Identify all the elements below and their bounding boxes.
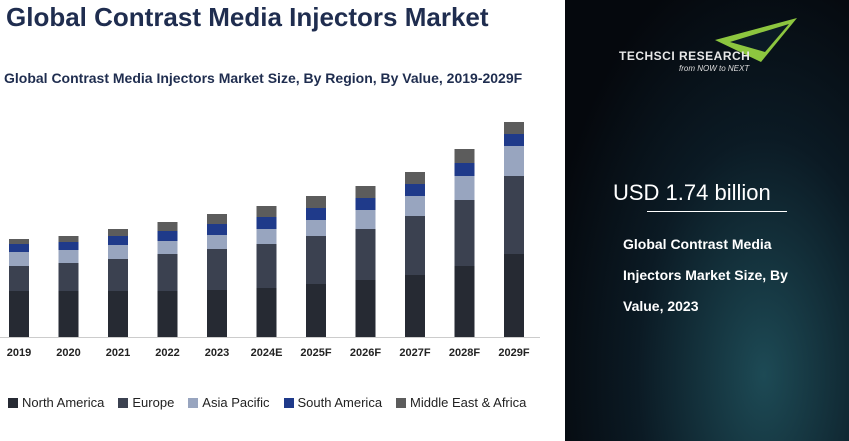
underline	[647, 211, 787, 212]
page-title: Global Contrast Media Injectors Market	[6, 2, 489, 32]
legend-label: Middle East & Africa	[410, 395, 527, 410]
bar-segment	[108, 229, 128, 236]
bar-segment	[9, 266, 29, 291]
legend-swatch	[283, 398, 294, 408]
legend-item: South America	[283, 395, 383, 410]
bar-segment	[306, 220, 326, 236]
bar-segment	[9, 291, 29, 337]
bar-segment	[306, 196, 326, 208]
legend-swatch	[396, 398, 407, 408]
bar-segment	[306, 284, 326, 337]
x-tick-label: 2019	[7, 347, 31, 359]
bar-segment	[9, 244, 29, 252]
side-panel: TECHSCI RESEARCH from NOW to NEXT USD 1.…	[565, 0, 849, 441]
bar-segment	[207, 249, 227, 290]
legend-label: Europe	[132, 395, 175, 410]
legend-label: South America	[297, 395, 383, 410]
bar-segment	[207, 214, 227, 224]
bar-segment	[58, 291, 79, 337]
bar-segment	[157, 291, 178, 337]
bar-segment	[454, 176, 475, 200]
bar-segment	[207, 290, 227, 337]
bar-segment	[9, 252, 29, 266]
bar-segment	[157, 222, 178, 231]
x-tick-label: 2024E	[251, 347, 283, 359]
x-tick-label: 2027F	[399, 347, 430, 359]
bar-segment	[355, 198, 376, 210]
legend: North America Europe Asia Pacific South Ame…	[8, 395, 540, 410]
bar-segment	[9, 239, 29, 244]
bar-segment	[454, 149, 475, 163]
x-tick-label: 2022	[155, 347, 179, 359]
x-tick-label: 2026F	[350, 347, 381, 359]
bar-segment	[207, 224, 227, 235]
legend-label: North America	[22, 395, 105, 410]
caption: Global Contrast Media Injectors Market S…	[623, 236, 788, 314]
bar-segment	[108, 245, 128, 259]
legend-item: Middle East & Africa	[396, 395, 526, 410]
bar-segment	[157, 231, 178, 241]
bar-segment	[504, 146, 524, 176]
x-tick-label: 2021	[106, 347, 130, 359]
bar-segment	[58, 250, 79, 263]
bar-segment	[108, 259, 128, 291]
bar-segment	[405, 275, 425, 337]
legend-item: North America	[8, 395, 104, 410]
legend-swatch	[8, 398, 18, 408]
bar-segment	[157, 254, 178, 291]
bar-segment	[256, 217, 277, 229]
bar-segment	[256, 244, 277, 288]
bar-segment	[108, 236, 128, 245]
bar-segment	[405, 184, 425, 196]
tagline: from NOW to NEXT	[679, 64, 750, 73]
bar-segment	[58, 236, 79, 242]
bar-segment	[207, 235, 227, 249]
logo-shape	[730, 24, 789, 52]
headline: USD 1.74 billion	[613, 180, 771, 205]
x-tick-label: 2023	[205, 347, 229, 359]
legend-swatch	[118, 398, 129, 408]
bar-segment	[58, 263, 79, 291]
bar-segment	[256, 288, 277, 337]
bar-segment	[504, 122, 524, 134]
bar-segment	[454, 266, 475, 337]
legend-swatch	[188, 398, 199, 408]
bar-segment	[504, 134, 524, 146]
chart-title: Global Contrast Media Injectors Market S…	[4, 70, 523, 86]
bar-segment	[157, 241, 178, 254]
bar-segment	[256, 206, 277, 217]
bar-segment	[454, 200, 475, 266]
bar-segment	[306, 236, 326, 284]
legend-label: Asia Pacific	[202, 395, 270, 410]
logo-mark	[715, 18, 797, 62]
bar-segment	[405, 172, 425, 184]
bar-segment	[355, 229, 376, 280]
bar-segment	[504, 254, 524, 337]
bar-segment	[454, 163, 475, 176]
bar-segment	[504, 176, 524, 254]
x-tick-label: 2020	[56, 347, 80, 359]
legend-item: Asia Pacific	[188, 395, 270, 410]
x-tick-label: 2029F	[498, 347, 529, 359]
bar-segment	[355, 210, 376, 229]
bar-segment	[256, 229, 277, 244]
x-tick-label: 2028F	[449, 347, 480, 359]
bar-segment	[58, 242, 79, 250]
bar-segment	[108, 291, 128, 337]
chart: 2019 2020 2021 2022 2023 2024E 2025F 2026F 2027F…	[0, 122, 540, 359]
bar-segment	[355, 186, 376, 198]
bar-segment	[306, 208, 326, 220]
x-tick-label: 2025F	[300, 347, 331, 359]
bar-segment	[405, 216, 425, 275]
logo-text: TECHSCI RESEARCH	[619, 49, 751, 63]
bar-segment	[355, 280, 376, 337]
legend-item: Europe	[118, 395, 174, 410]
bar-segment	[405, 196, 425, 216]
